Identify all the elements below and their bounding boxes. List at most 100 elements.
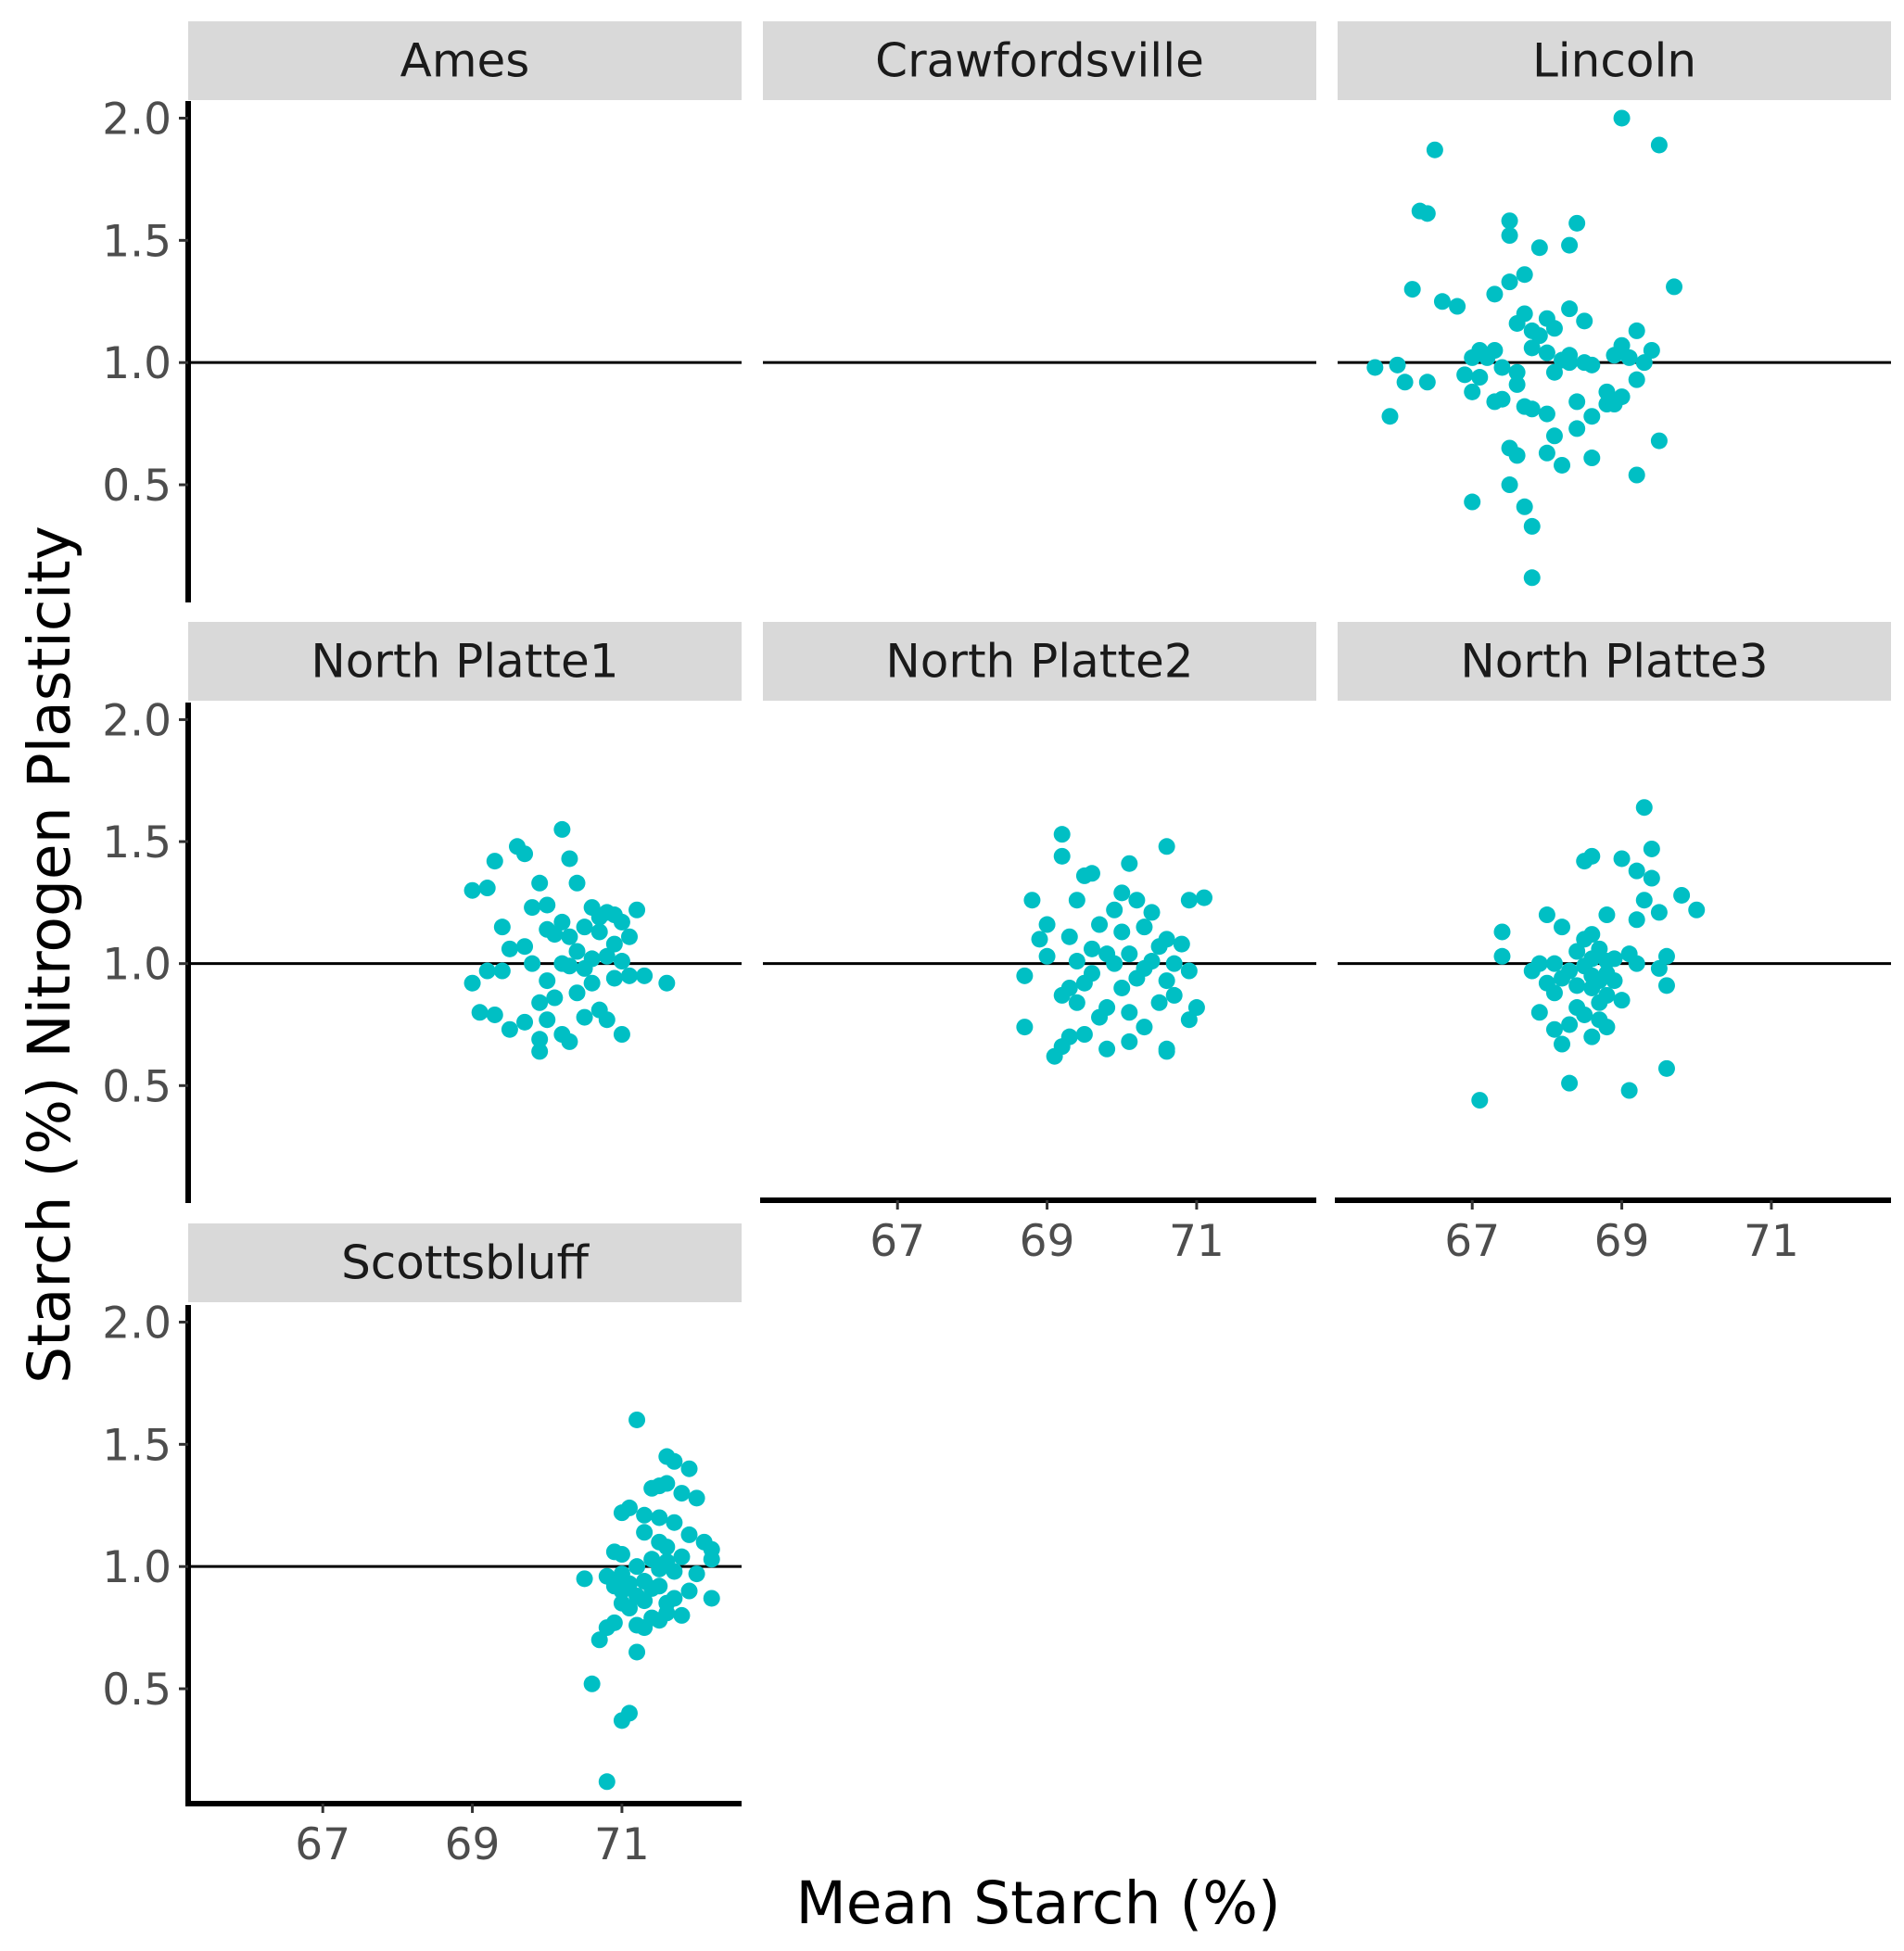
data-point — [576, 1570, 593, 1588]
data-point — [1545, 1020, 1563, 1038]
data-point — [1075, 867, 1093, 884]
strip-background — [1338, 21, 1891, 100]
strip-background — [188, 622, 742, 701]
data-point — [1060, 928, 1078, 945]
data-point — [1545, 363, 1563, 381]
data-point — [1643, 840, 1660, 857]
data-point — [598, 947, 616, 965]
strip-label: Crawfordsville — [875, 34, 1204, 88]
data-point — [576, 1008, 593, 1026]
data-point — [1464, 493, 1481, 511]
y-tick-label: 1.5 — [102, 817, 171, 868]
data-point — [1508, 363, 1526, 381]
data-point — [1598, 953, 1616, 970]
x-tick-label: 71 — [1169, 1216, 1225, 1267]
data-point — [673, 1606, 691, 1624]
data-point — [688, 1489, 705, 1507]
data-point — [1666, 278, 1683, 296]
data-point — [516, 1013, 534, 1031]
strip-label: Lincoln — [1532, 34, 1696, 88]
data-point — [1583, 1028, 1601, 1045]
data-point — [1091, 1008, 1109, 1026]
data-point — [1620, 1082, 1638, 1099]
data-point — [1158, 972, 1175, 990]
data-point — [1150, 994, 1168, 1011]
data-point — [539, 920, 556, 938]
data-point — [1493, 923, 1511, 941]
data-point — [1545, 320, 1563, 337]
data-point — [1418, 205, 1436, 222]
data-point — [666, 1452, 683, 1470]
data-point — [1650, 904, 1668, 921]
strip-background — [188, 1223, 742, 1302]
data-point — [1576, 931, 1593, 948]
facet-scottsbluff: Scottsbluff 0.5 1.0 1.5 2.0 67 69 71 — [102, 1223, 742, 1870]
data-point — [1068, 994, 1085, 1011]
data-point — [1523, 517, 1541, 535]
data-point — [1583, 356, 1601, 374]
data-point — [598, 1011, 616, 1029]
data-point — [643, 1579, 661, 1597]
data-point — [1554, 918, 1571, 936]
data-point — [1068, 892, 1085, 909]
data-point — [1075, 1026, 1093, 1043]
data-point — [703, 1590, 720, 1607]
data-point — [1366, 359, 1384, 376]
data-point — [1613, 109, 1631, 127]
data-point — [1606, 347, 1623, 364]
data-point — [1628, 955, 1645, 972]
data-point — [1554, 1035, 1571, 1053]
data-point — [613, 1504, 630, 1522]
data-point — [1479, 348, 1496, 366]
data-point — [1158, 838, 1175, 855]
data-point — [1195, 889, 1212, 906]
data-point — [628, 1643, 646, 1661]
data-point — [583, 974, 601, 992]
data-point — [478, 880, 496, 897]
data-point — [1554, 456, 1571, 474]
data-point — [1464, 348, 1481, 366]
data-point — [561, 1033, 578, 1050]
x-tick-label: 67 — [869, 1216, 925, 1267]
data-point — [1016, 967, 1034, 984]
facet-ames: Ames 0.5 1.0 1.5 2.0 — [102, 21, 742, 602]
data-point — [1598, 1019, 1616, 1036]
y-axis-title: Starch (%) Nitrogen Plasticity — [16, 526, 83, 1384]
data-point — [561, 957, 578, 975]
data-point — [1650, 959, 1668, 977]
data-point — [636, 1592, 654, 1610]
data-point — [471, 1004, 489, 1021]
data-point — [1530, 327, 1548, 345]
facet-north-platte3: North Platte3 67 69 71 — [1335, 622, 1891, 1267]
data-point — [539, 896, 556, 914]
data-point — [1576, 853, 1593, 870]
data-point — [1471, 369, 1489, 386]
data-point — [501, 1020, 518, 1038]
data-point — [524, 899, 541, 917]
data-point — [590, 923, 608, 941]
data-point — [1635, 892, 1653, 909]
x-tick-label: 69 — [1594, 1216, 1650, 1267]
data-point — [1576, 312, 1593, 330]
data-point — [1128, 892, 1146, 909]
data-point — [1673, 886, 1691, 904]
data-point — [598, 1619, 616, 1637]
data-point — [1538, 405, 1555, 423]
y-tick-label: 2.0 — [102, 695, 171, 746]
data-point — [1501, 476, 1518, 494]
data-point — [478, 962, 496, 980]
data-point — [1180, 962, 1198, 980]
data-point — [590, 1631, 608, 1649]
data-point — [1628, 371, 1645, 388]
strip-label: North Platte1 — [311, 635, 618, 689]
strip-label: North Platte3 — [1460, 635, 1768, 689]
data-point — [1083, 940, 1100, 957]
y-tick-label: 1.5 — [102, 1420, 171, 1471]
data-point — [666, 1590, 683, 1607]
data-point — [1538, 444, 1555, 462]
data-point — [1136, 1019, 1153, 1036]
data-point — [1598, 383, 1616, 400]
data-point — [1650, 432, 1668, 450]
data-point — [590, 908, 608, 926]
y-tick-label: 1.5 — [102, 216, 171, 267]
